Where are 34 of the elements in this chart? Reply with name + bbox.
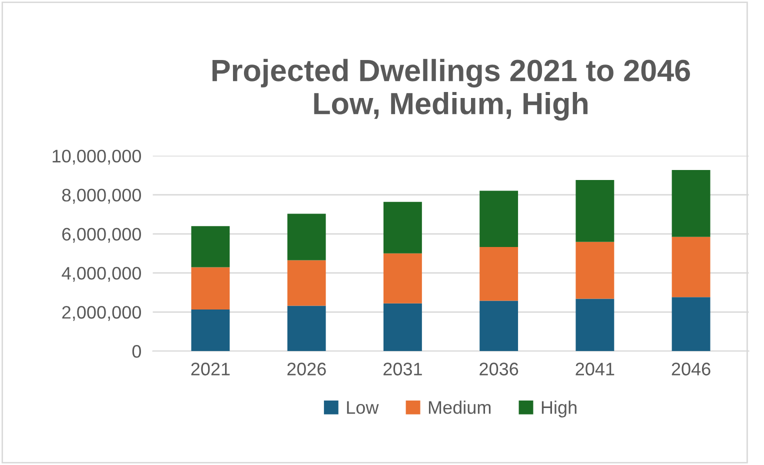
- bar: [672, 170, 710, 237]
- bar: [480, 300, 518, 352]
- legend-label: High: [542, 400, 576, 418]
- bar: [287, 260, 326, 306]
- bar: [576, 298, 614, 352]
- bar: [576, 180, 614, 242]
- bar: [480, 246, 518, 301]
- bar: [191, 226, 230, 268]
- bar: [191, 309, 230, 352]
- bar: [672, 297, 710, 352]
- chart-title: Projected Dwellings 2021 to 2046 Low, Medium, High: [212, 58, 690, 121]
- x-tick-label: 2021: [191, 362, 230, 376]
- bar: [576, 242, 614, 299]
- bar: [383, 303, 422, 352]
- x-tick-label: 2036: [480, 362, 518, 376]
- bar: [383, 202, 422, 254]
- y-tick-label: 4,000,000: [62, 266, 141, 282]
- x-tick-label: 2041: [576, 362, 614, 376]
- y-tick-label: 2,000,000: [62, 306, 141, 321]
- bar: [480, 190, 518, 247]
- x-tick-label: 2046: [672, 362, 710, 376]
- bar: [672, 236, 710, 298]
- legend-label: Low: [347, 401, 379, 414]
- bar: [383, 253, 422, 304]
- bar: [287, 214, 326, 260]
- y-tick-label: 8,000,000: [62, 188, 141, 204]
- x-tick-label: 2026: [287, 362, 326, 376]
- legend-label: Medium: [428, 400, 491, 414]
- y-tick-label: 10,000,000: [52, 150, 141, 165]
- x-tick-label: 2031: [384, 362, 422, 376]
- y-tick-label: 0: [132, 345, 141, 358]
- bar: [191, 267, 230, 310]
- bar: [287, 306, 326, 352]
- y-tick-label: 6,000,000: [62, 228, 141, 243]
